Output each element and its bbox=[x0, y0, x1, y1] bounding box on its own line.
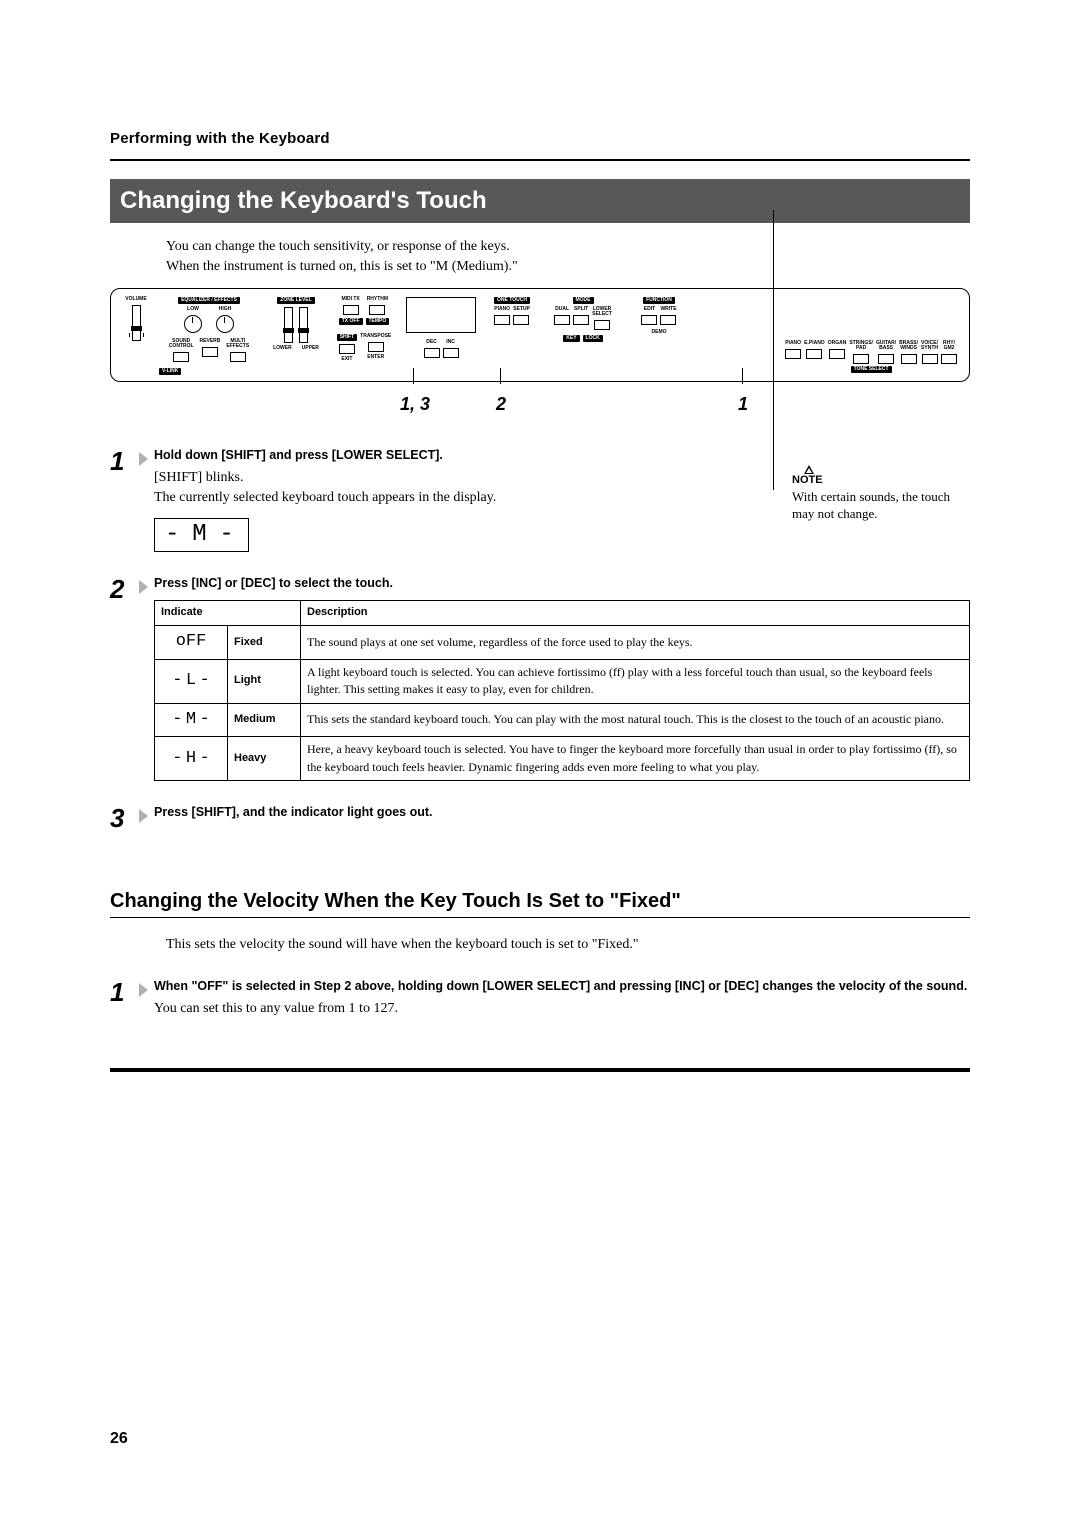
panel-display bbox=[406, 297, 476, 333]
note-text: With certain sounds, the touch may not c… bbox=[792, 488, 970, 523]
high-knob bbox=[216, 315, 234, 333]
divider bbox=[110, 159, 970, 161]
name-cell: Light bbox=[228, 660, 301, 704]
touch-table: Indicate Description oFFFixedThe sound p… bbox=[154, 600, 970, 781]
intro-text: You can change the touch sensitivity, or… bbox=[166, 237, 686, 278]
step-3-bold: Press [SHIFT], and the indicator light g… bbox=[154, 803, 970, 821]
description-cell: Here, a heavy keyboard touch is selected… bbox=[301, 737, 970, 781]
name-cell: Heavy bbox=[228, 737, 301, 781]
description-cell: The sound plays at one set volume, regar… bbox=[301, 626, 970, 660]
bottom-rule bbox=[110, 1068, 970, 1072]
sub-step-1-line: You can set this to any value from 1 to … bbox=[154, 999, 970, 1019]
display-indicator: - M - bbox=[154, 518, 249, 552]
step-2-bold: Press [INC] or [DEC] to select the touch… bbox=[154, 574, 970, 592]
sub-intro: This sets the velocity the sound will ha… bbox=[166, 935, 686, 955]
table-row: oFFFixedThe sound plays at one set volum… bbox=[155, 626, 970, 660]
volume-scale bbox=[129, 305, 130, 337]
subheading: Changing the Velocity When the Key Touch… bbox=[110, 890, 970, 918]
page: Performing with the Keyboard Changing th… bbox=[0, 0, 1080, 1528]
step-number-2: 2 bbox=[110, 574, 140, 605]
sub-step-1-bold: When "OFF" is selected in Step 2 above, … bbox=[154, 977, 970, 995]
description-cell: A light keyboard touch is selected. You … bbox=[301, 660, 970, 704]
page-number: 26 bbox=[110, 1430, 128, 1448]
breadcrumb: Performing with the Keyboard bbox=[110, 130, 970, 147]
callout-2: 2 bbox=[496, 394, 506, 415]
step-number-3: 3 bbox=[110, 803, 140, 834]
table-row: - M -MediumThis sets the standard keyboa… bbox=[155, 703, 970, 737]
intro-line: When the instrument is turned on, this i… bbox=[166, 257, 686, 277]
name-cell: Medium bbox=[228, 703, 301, 737]
indicator-cell: - L - bbox=[155, 660, 228, 704]
note-label: NOTE bbox=[792, 473, 823, 488]
indicator-cell: oFF bbox=[155, 626, 228, 660]
table-head-description: Description bbox=[301, 601, 970, 626]
step-number-1: 1 bbox=[110, 446, 140, 477]
volume-label: VOLUME bbox=[125, 297, 146, 302]
sub-step-number-1: 1 bbox=[110, 977, 140, 1008]
side-column: NOTE With certain sounds, the touch may … bbox=[773, 210, 970, 490]
table-row: - L -LightA light keyboard touch is sele… bbox=[155, 660, 970, 704]
callout-1: 1 bbox=[738, 394, 748, 415]
volume-slider bbox=[132, 305, 141, 341]
indicator-cell: - M - bbox=[155, 703, 228, 737]
description-cell: This sets the standard keyboard touch. Y… bbox=[301, 703, 970, 737]
table-head-indicate: Indicate bbox=[155, 601, 301, 626]
table-row: - H -HeavyHere, a heavy keyboard touch i… bbox=[155, 737, 970, 781]
name-cell: Fixed bbox=[228, 626, 301, 660]
callout-1-3: 1, 3 bbox=[400, 394, 430, 415]
indicator-cell: - H - bbox=[155, 737, 228, 781]
eq-effects-label: EQUALIZER / EFFECTS bbox=[178, 297, 240, 304]
intro-line: You can change the touch sensitivity, or… bbox=[166, 237, 686, 257]
low-knob bbox=[184, 315, 202, 333]
